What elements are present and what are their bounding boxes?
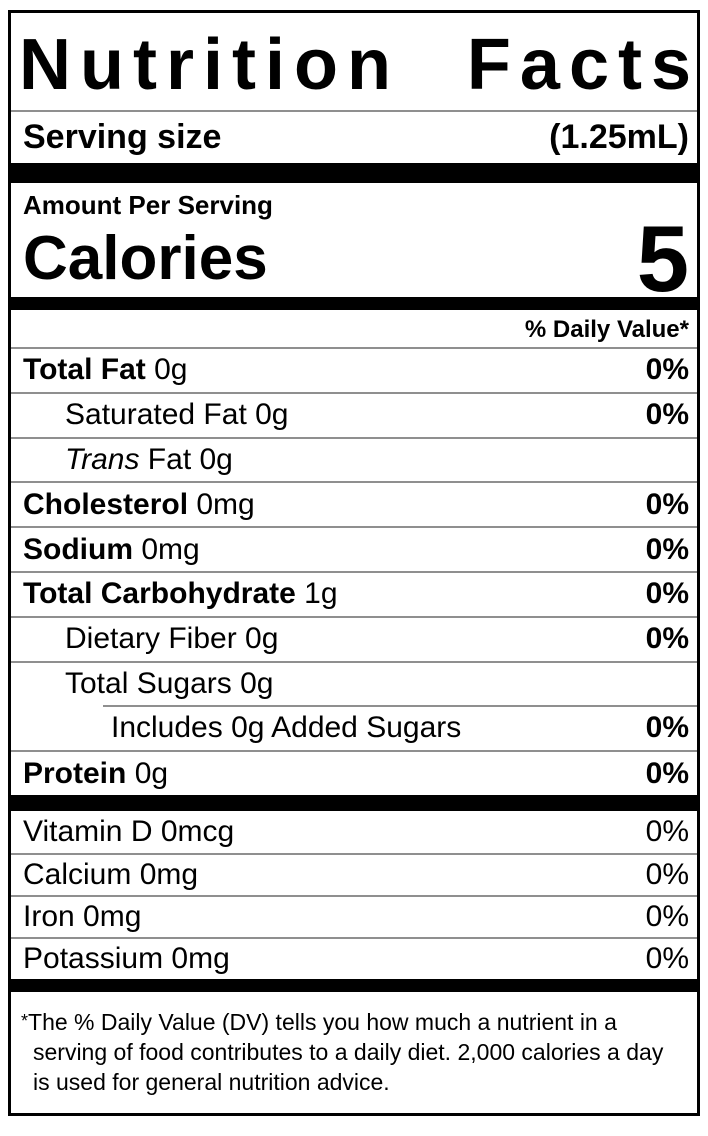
vitamin-row: Potassium 0mg 0% <box>11 936 697 979</box>
nutrient-name: Saturated Fat 0g <box>65 398 289 432</box>
nutrient-row: Total Sugars 0g <box>11 660 697 706</box>
nutrient-name: Potassium 0mg <box>23 941 230 975</box>
medium-divider-bar <box>11 794 697 811</box>
nutrient-name: Iron 0mg <box>23 899 142 933</box>
calories-value: 5 <box>636 206 689 311</box>
daily-value-percent: 0% <box>645 857 689 891</box>
daily-value-percent: 0% <box>645 710 689 744</box>
vitamin-row: Calcium 0mg 0% <box>11 852 697 895</box>
footnote: *The % Daily Value (DV) tells you how mu… <box>11 992 697 1113</box>
label-title: Nutrition Facts <box>19 25 700 105</box>
daily-value-percent: 0% <box>645 532 689 566</box>
serving-size-value: (1.25mL) <box>549 118 689 156</box>
nutrient-name: Vitamin D 0mcg <box>23 814 235 848</box>
vitamin-rows-section: Vitamin D 0mcg 0% Calcium 0mg 0% Iron 0m… <box>11 811 697 979</box>
daily-value-header: % Daily Value* <box>524 316 689 343</box>
vitamin-row: Vitamin D 0mcg 0% <box>11 811 697 853</box>
footnote-asterisk: * <box>21 1010 29 1031</box>
daily-value-percent: 0% <box>645 353 689 387</box>
calories-label: Calories <box>23 224 268 293</box>
medium-divider-bar <box>11 297 697 310</box>
nutrient-name: Total Fat 0g <box>23 353 188 387</box>
daily-value-percent: 0% <box>645 577 689 611</box>
nutrient-name: Includes 0g Added Sugars <box>111 710 462 744</box>
nutrient-name: Total Sugars 0g <box>65 666 274 700</box>
nutrient-name: Protein 0g <box>23 756 169 790</box>
nutrient-name: Trans Fat 0g <box>65 442 233 476</box>
daily-value-percent: 0% <box>645 622 689 656</box>
daily-value-percent: 0% <box>645 487 689 521</box>
amount-per-serving-label: Amount Per Serving <box>23 190 273 220</box>
serving-size-label: Serving size <box>23 118 222 156</box>
nutrient-row: Cholesterol 0mg 0% <box>11 481 697 526</box>
daily-value-percent: 0% <box>645 756 689 790</box>
calories-row: Calories 5 <box>23 206 689 311</box>
nutrient-row: Total Fat 0g 0% <box>11 347 697 392</box>
daily-value-percent: 0% <box>645 899 689 933</box>
medium-divider-bar <box>11 978 697 992</box>
nutrition-facts-label: Nutrition Facts Serving size (1.25mL) Am… <box>8 10 700 1116</box>
daily-value-percent: 0% <box>645 398 689 432</box>
nutrient-row: Protein 0g 0% <box>11 750 697 795</box>
nutrient-name: Cholesterol 0mg <box>23 487 255 521</box>
serving-size-row: Serving size (1.25mL) <box>11 110 697 163</box>
nutrient-name: Calcium 0mg <box>23 857 199 891</box>
footnote-text: The % Daily Value (DV) tells you how muc… <box>28 1008 664 1095</box>
nutrient-row: Trans Fat 0g <box>11 436 697 482</box>
nutrient-name: Total Carbohydrate 1g <box>23 577 338 611</box>
nutrient-row: Sodium 0mg 0% <box>11 526 697 571</box>
nutrient-rows-section: Total Fat 0g 0% Saturated Fat 0g 0% Tran… <box>11 347 697 795</box>
nutrient-name: Sodium 0mg <box>23 532 200 566</box>
vitamin-row: Iron 0mg 0% <box>11 894 697 937</box>
nutrient-row: Dietary Fiber 0g 0% <box>11 615 697 661</box>
nutrient-row: Saturated Fat 0g 0% <box>11 391 697 437</box>
nutrient-name: Dietary Fiber 0g <box>65 622 279 656</box>
thick-divider-bar <box>11 163 697 183</box>
daily-value-percent: 0% <box>645 814 689 848</box>
daily-value-percent: 0% <box>645 941 689 975</box>
calories-block: Amount Per Serving Calories 5 <box>11 183 697 311</box>
nutrient-row: Includes 0g Added Sugars 0% <box>11 705 697 750</box>
nutrient-row: Total Carbohydrate 1g 0% <box>11 570 697 616</box>
